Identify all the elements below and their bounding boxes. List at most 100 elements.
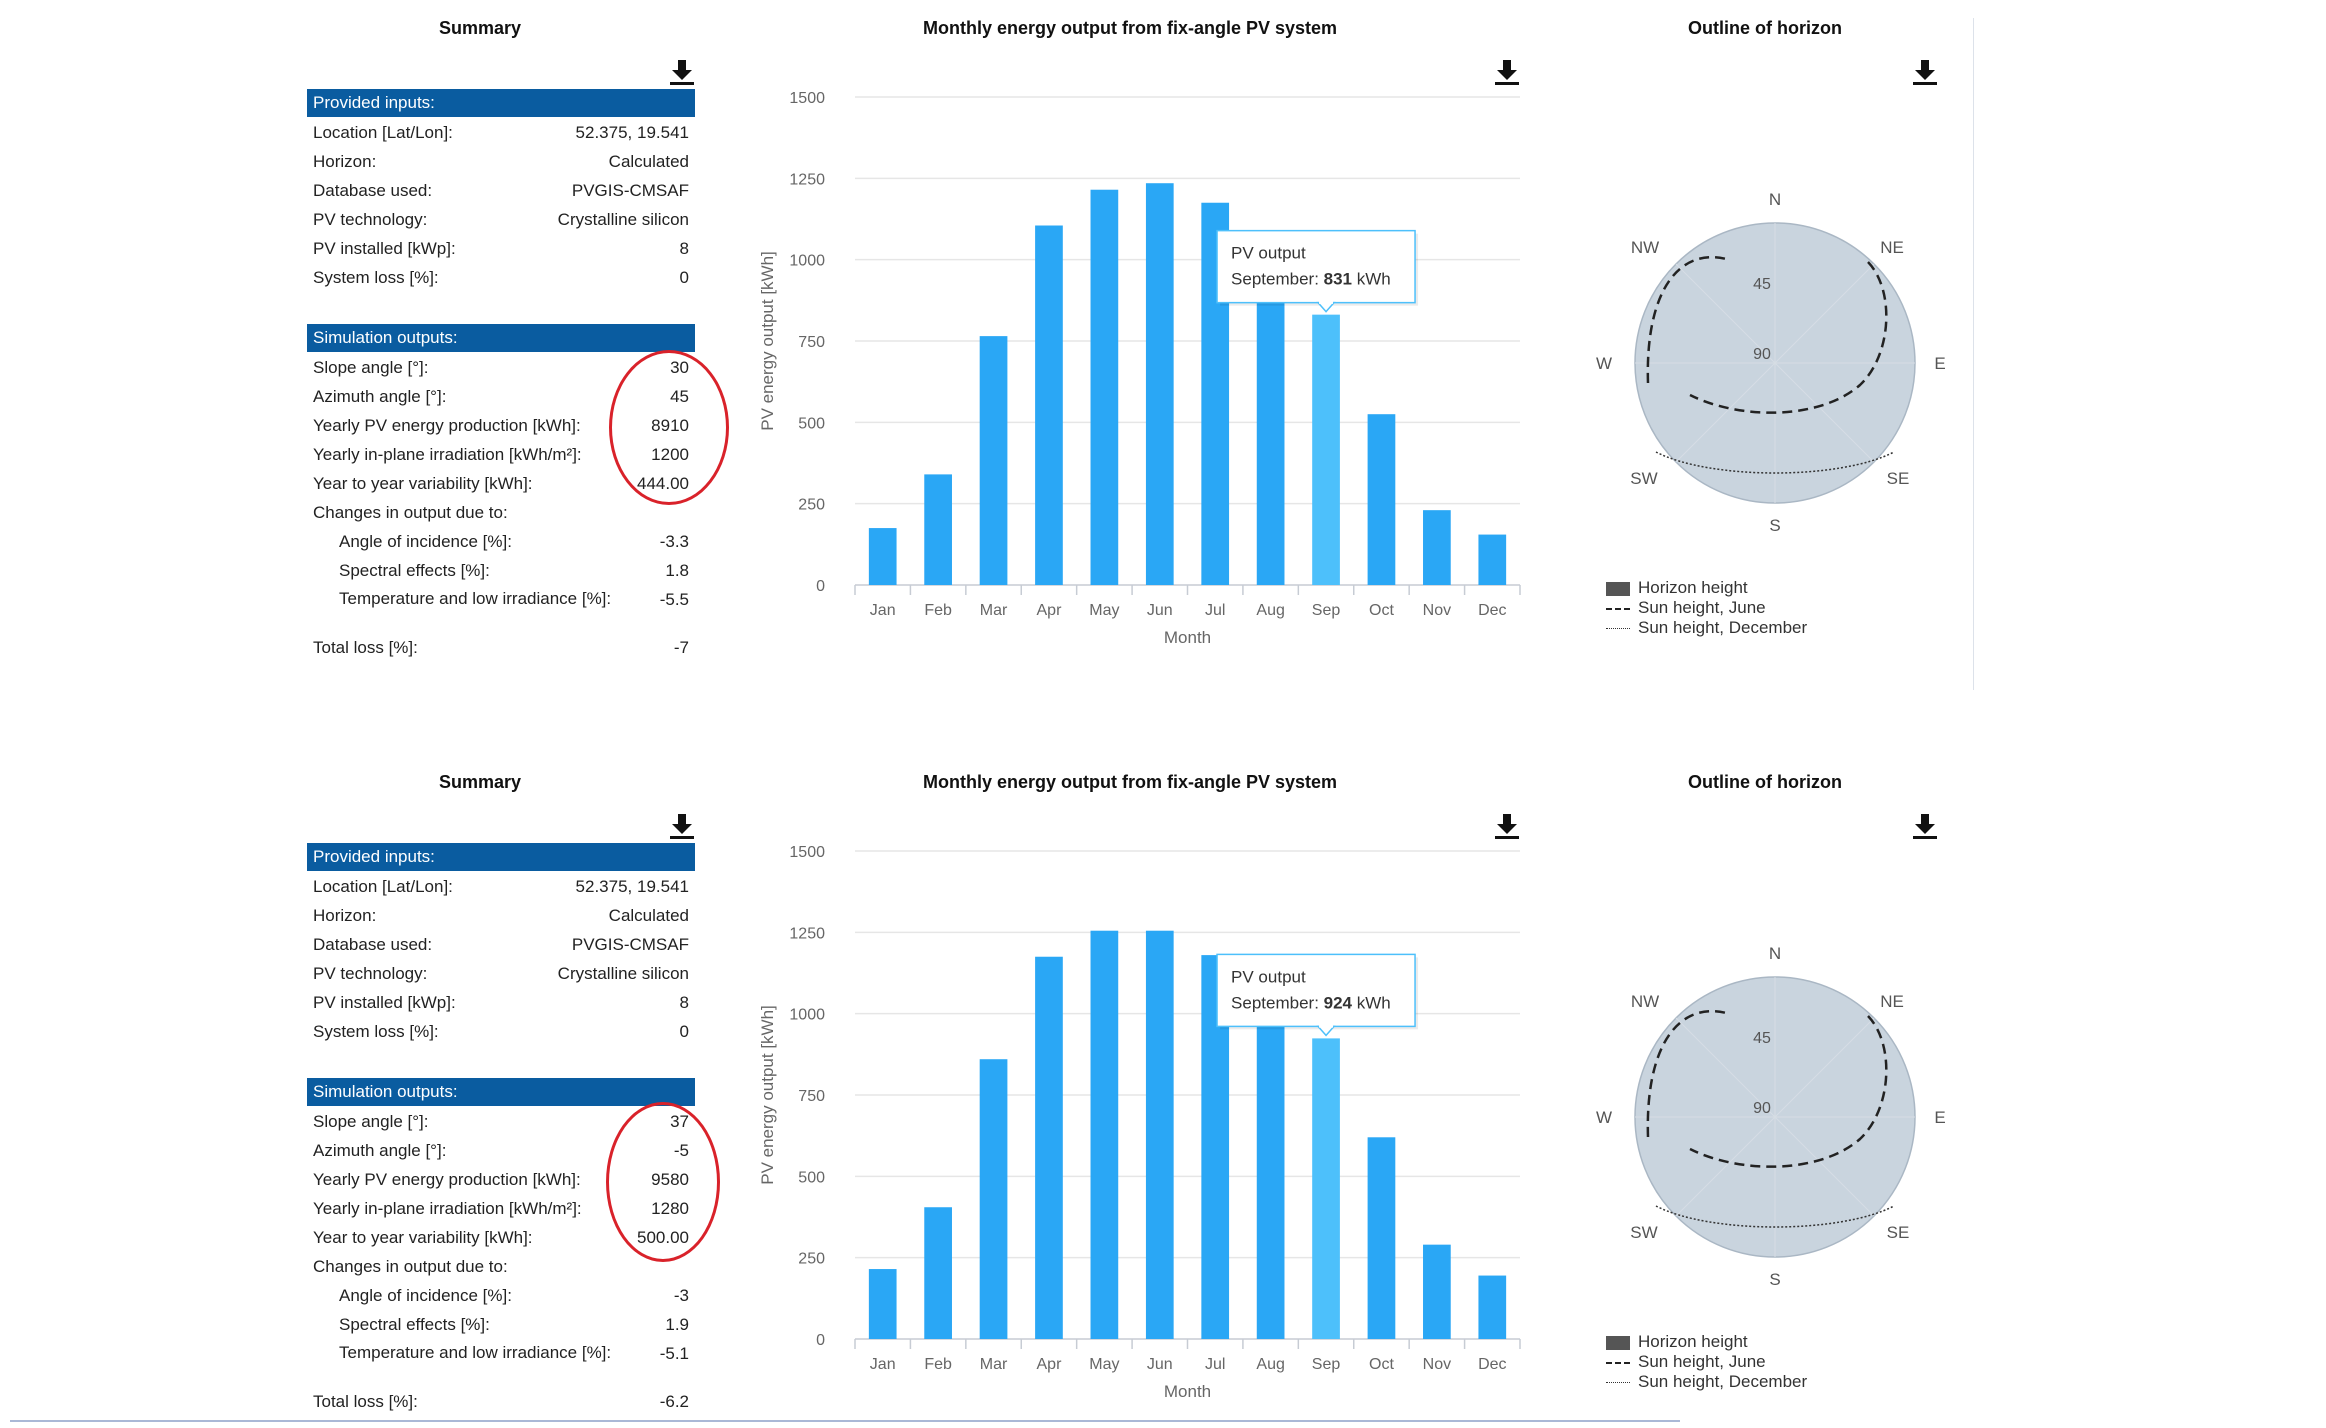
x-tick-label: Nov — [1423, 602, 1451, 619]
panel-divider — [1973, 18, 1974, 690]
x-tick-label: May — [1089, 602, 1119, 619]
chart-title: Monthly energy output from fix-angle PV … — [922, 18, 1338, 38]
result-block-1: Summary Provided inputs: Location [Lat/L… — [0, 0, 2326, 700]
sun-height-december-line — [1655, 1205, 1895, 1228]
bar-may[interactable] — [1090, 189, 1119, 585]
x-tick-label: Mar — [980, 602, 1008, 619]
ring-label: 90 — [1753, 346, 1771, 363]
tooltip-value: September: 924 kWh — [1231, 993, 1391, 1012]
bar-nov[interactable] — [1423, 1244, 1451, 1339]
download-icon[interactable] — [1911, 58, 1939, 86]
bar-sep[interactable] — [1312, 1038, 1340, 1339]
x-tick-label: May — [1089, 1356, 1119, 1373]
x-tick-label: Oct — [1369, 602, 1394, 619]
tooltip: PV output September: 831 kWh — [1216, 229, 1419, 313]
bar-feb[interactable] — [924, 1207, 952, 1339]
summary-row: Angle of incidence [%]: -3 — [339, 1286, 689, 1305]
bar-jan[interactable] — [868, 1269, 897, 1339]
x-tick-label: Jun — [1147, 1356, 1173, 1373]
bar-dec[interactable] — [1478, 1275, 1507, 1339]
bar-apr[interactable] — [1035, 956, 1063, 1339]
summary-row: Horizon: Calculated — [313, 152, 689, 171]
horizon-legend: Horizon height Sun height, June Sun heig… — [1606, 578, 1807, 638]
horizon-title: Outline of horizon — [1688, 18, 1842, 38]
x-tick-label: Nov — [1423, 1356, 1451, 1373]
bar-apr[interactable] — [1035, 225, 1063, 586]
bar-jan[interactable] — [868, 528, 897, 585]
summary-row: Angle of incidence [%]: -3.3 — [339, 532, 689, 551]
page-divider — [10, 1420, 1680, 1422]
bar-feb[interactable] — [924, 474, 952, 585]
y-tick-label: 250 — [798, 1251, 825, 1268]
tooltip-title: PV output — [1231, 967, 1306, 986]
y-axis-title: PV energy output [kWh] — [758, 1005, 777, 1185]
sun-height-june-line — [1646, 255, 1888, 414]
y-tick-label: 1000 — [789, 253, 825, 270]
download-icon[interactable] — [1911, 812, 1939, 840]
summary-row: PV installed [kWp]: 8 — [313, 239, 689, 258]
summary-title: Summary — [438, 772, 522, 792]
download-icon[interactable] — [1493, 58, 1521, 86]
simulation-outputs-header: Simulation outputs: — [307, 1078, 695, 1106]
horizon-legend: Horizon height Sun height, June Sun heig… — [1606, 1332, 1807, 1392]
x-tick-label: Jul — [1205, 602, 1225, 619]
bar-oct[interactable] — [1367, 414, 1396, 585]
ring-label: 45 — [1753, 1030, 1771, 1047]
direction-label: SE — [1887, 469, 1910, 488]
direction-label: NE — [1880, 238, 1904, 257]
bar-oct[interactable] — [1367, 1137, 1396, 1339]
summary-row: Database used: PVGIS-CMSAF — [313, 181, 689, 200]
download-icon[interactable] — [1493, 812, 1521, 840]
download-icon[interactable] — [668, 58, 696, 86]
bar-nov[interactable] — [1423, 510, 1451, 585]
summary-row: Spectral effects [%]: 1.8 — [339, 561, 689, 580]
x-tick-label: Sep — [1312, 602, 1341, 619]
bar-chart: 0 250 500 750 1000 1250 1500 Jan Feb Mar Apr May Jun… — [758, 90, 1521, 647]
bar-jun[interactable] — [1145, 183, 1174, 586]
x-tick-label: Dec — [1478, 1356, 1506, 1373]
summary-row: Changes in output due to: — [313, 1257, 508, 1276]
direction-label: N — [1769, 944, 1781, 963]
x-tick-label: Aug — [1256, 1356, 1284, 1373]
summary-title: Summary — [438, 18, 522, 38]
direction-label: S — [1769, 516, 1780, 535]
x-tick-label: Jun — [1147, 602, 1173, 619]
bar-sep[interactable] — [1312, 314, 1340, 585]
direction-label: E — [1934, 1108, 1945, 1127]
provided-inputs-header: Provided inputs: — [307, 843, 695, 871]
x-tick-label: Jul — [1205, 1356, 1225, 1373]
bar-may[interactable] — [1090, 930, 1119, 1339]
y-axis-title: PV energy output [kWh] — [758, 251, 777, 431]
bar-mar[interactable] — [979, 336, 1008, 585]
x-tick-label: Mar — [980, 1356, 1008, 1373]
summary-row: PV installed [kWp]: 8 — [313, 993, 689, 1012]
sun-height-december-line — [1655, 451, 1895, 474]
bar-mar[interactable] — [979, 1059, 1008, 1339]
y-tick-label: 0 — [816, 1332, 825, 1349]
bar-dec[interactable] — [1478, 534, 1507, 585]
sun-height-june-line — [1646, 1009, 1888, 1168]
bar-jun[interactable] — [1145, 930, 1174, 1339]
highlight-circle — [606, 1102, 720, 1262]
x-tick-label: Oct — [1369, 1356, 1394, 1373]
x-tick-label: Sep — [1312, 1356, 1341, 1373]
summary-row: Horizon: Calculated — [313, 906, 689, 925]
highlight-circle — [609, 350, 729, 505]
direction-label: NW — [1631, 238, 1659, 257]
summary-row: Changes in output due to: — [313, 503, 508, 522]
summary-row: PV technology: Crystalline silicon — [313, 964, 689, 983]
x-tick-label: Apr — [1037, 602, 1063, 619]
y-tick-label: 500 — [798, 1169, 825, 1186]
download-icon[interactable] — [668, 812, 696, 840]
x-tick-label: Apr — [1037, 1356, 1063, 1373]
summary-row: Location [Lat/Lon]: 52.375, 19.541 — [313, 877, 689, 896]
horizon-chart: N NE E SE S SW W NW 45 90 — [1596, 190, 1946, 535]
provided-inputs-header: Provided inputs: — [307, 89, 695, 117]
simulation-outputs-header: Simulation outputs: — [307, 324, 695, 352]
result-block-2: Summary Provided inputs: Location [Lat/L… — [0, 754, 2326, 1428]
summary-row: Total loss [%]: -7 — [313, 638, 689, 657]
y-tick-label: 750 — [798, 334, 825, 351]
ring-label: 45 — [1753, 276, 1771, 293]
y-tick-label: 1250 — [789, 171, 825, 188]
bar-aug[interactable] — [1256, 990, 1285, 1339]
